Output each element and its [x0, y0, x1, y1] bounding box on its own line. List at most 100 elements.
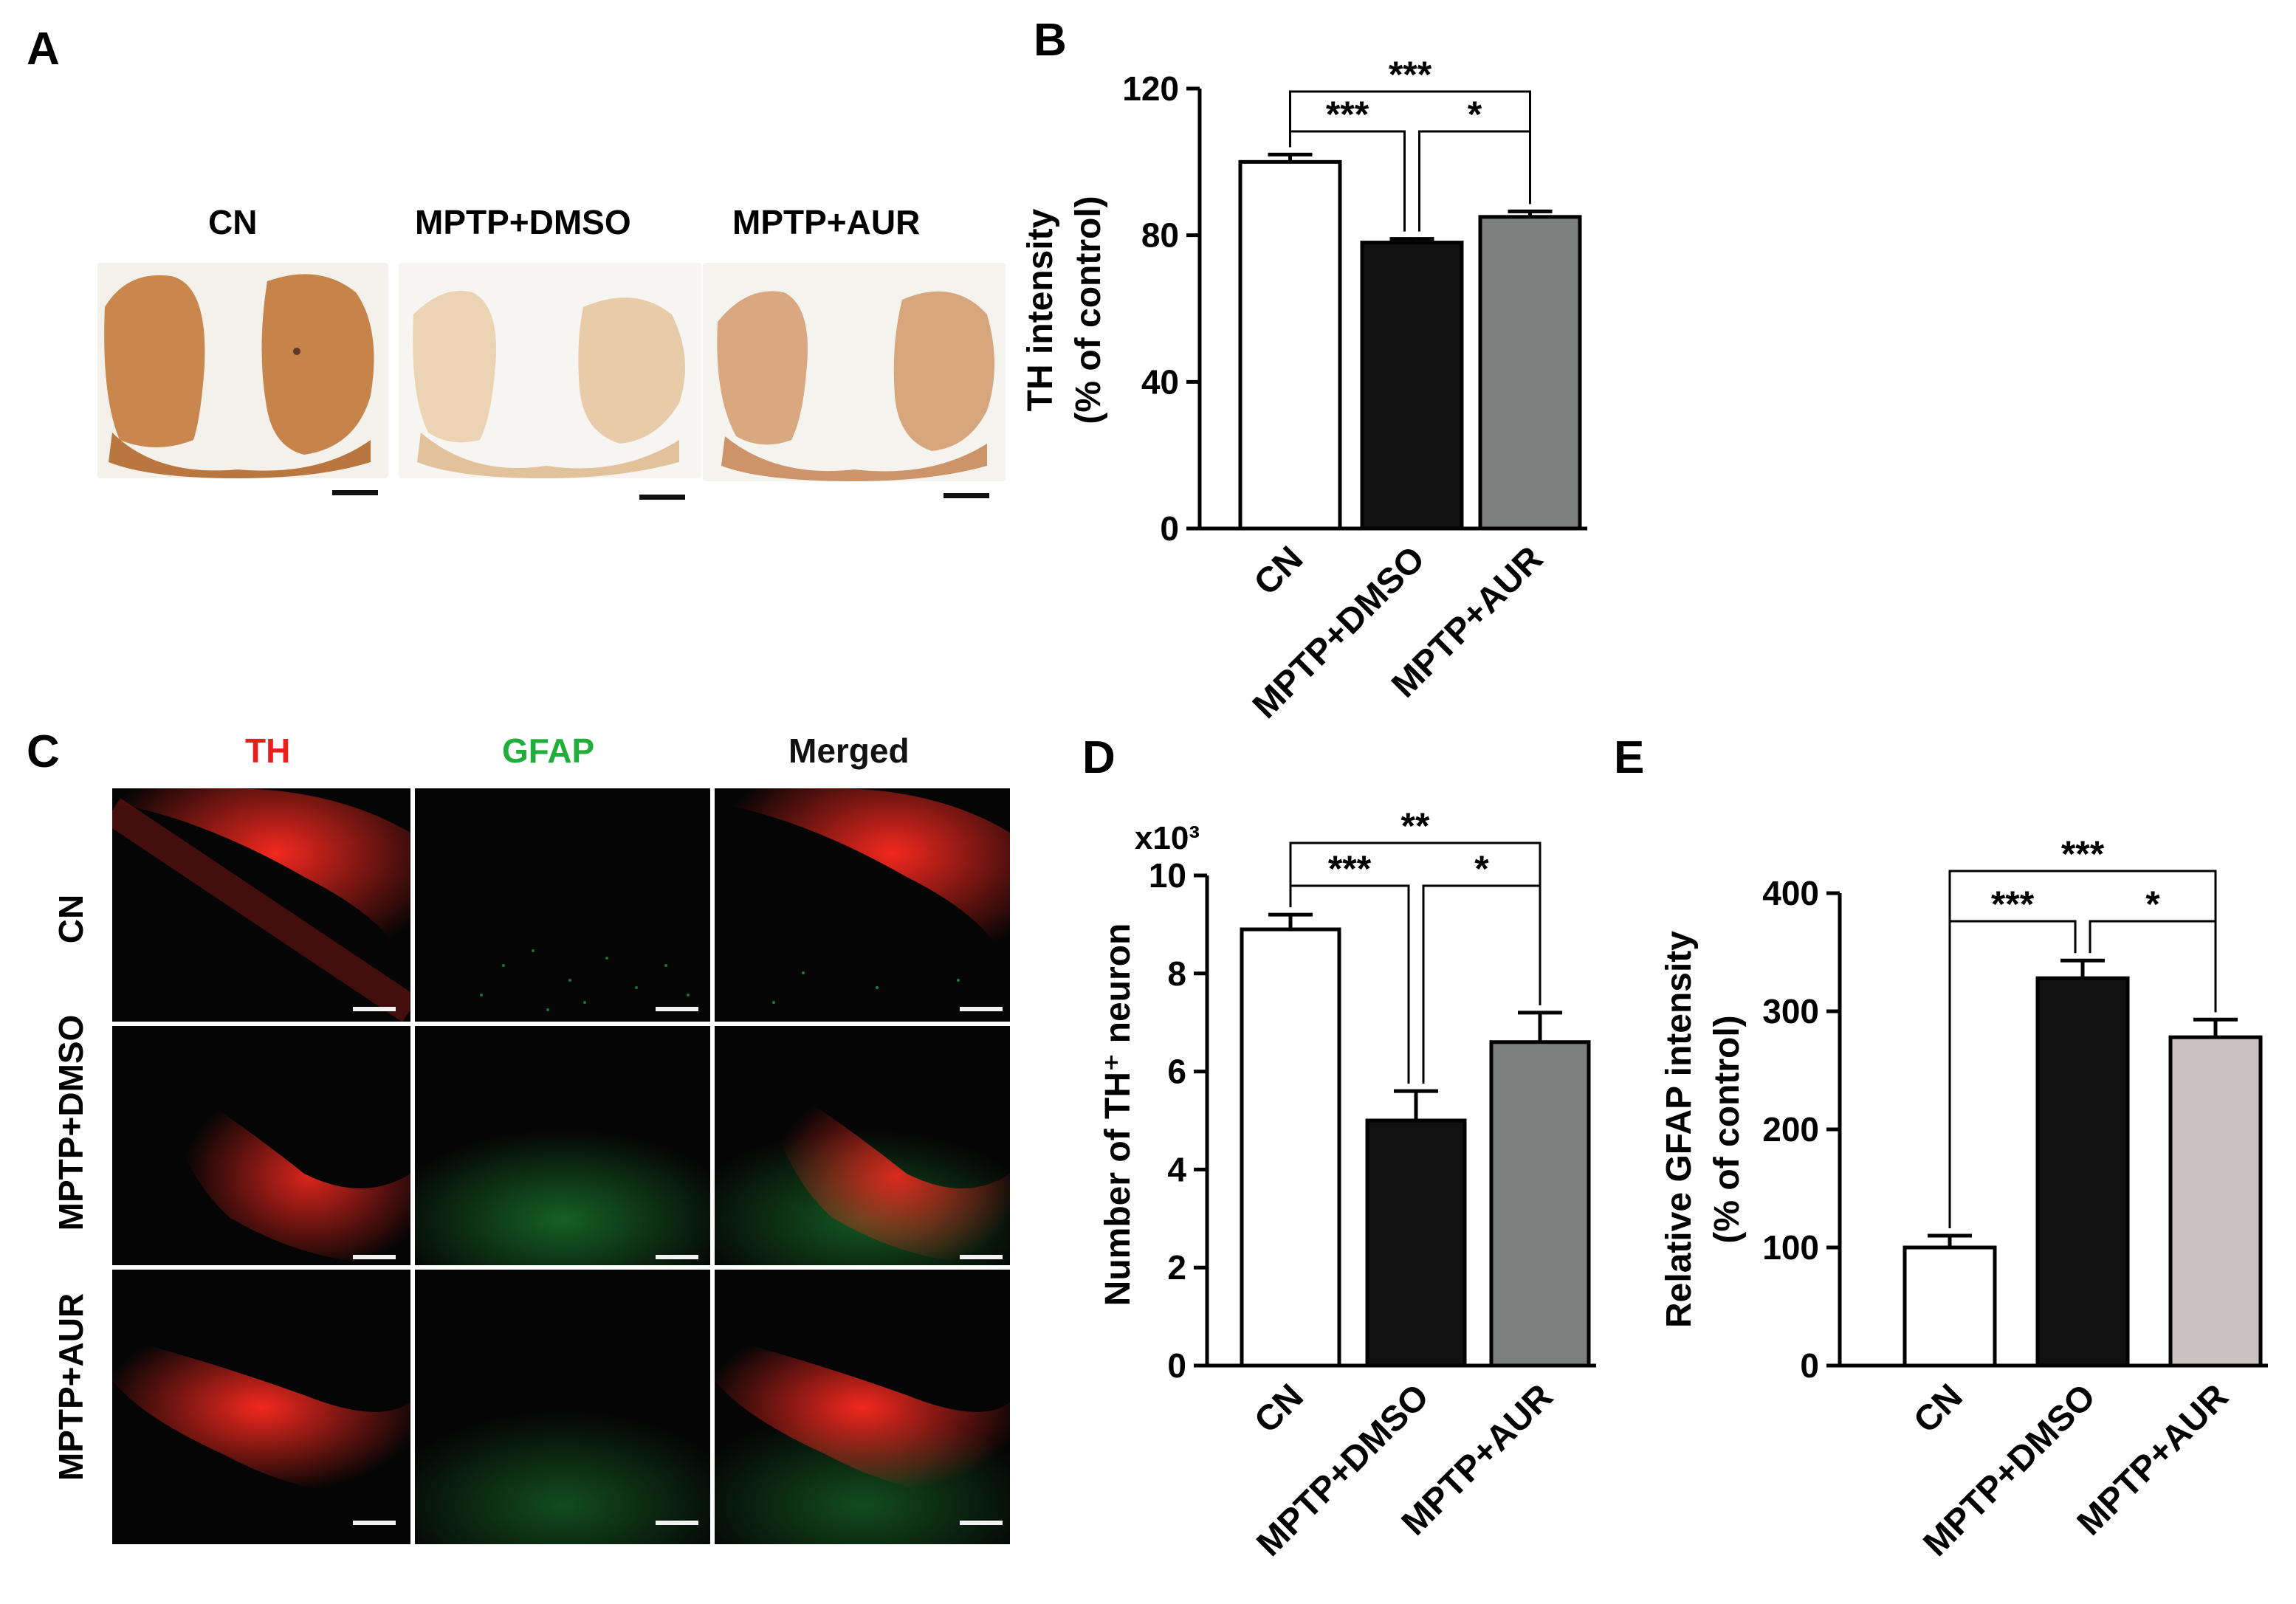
panel-a-label-mptp-dmso: MPTP+DMSO	[415, 203, 631, 241]
chart-d-category-label-0: CN	[1247, 1377, 1310, 1440]
chart-e: 0 100 200 300 400 Relative GFAP intensity (% o…	[1602, 738, 2268, 1604]
chart-b-sig-label-2: ***	[1389, 54, 1432, 95]
chart-e-sig-bracket-2	[1948, 870, 2217, 1228]
chart-e-bar-1	[2035, 976, 2130, 1368]
scale-bar-c3	[960, 1007, 1003, 1011]
chart-e-svg: 0 100 200 300 400 Relative GFAP intensity (% o…	[1660, 833, 2268, 1564]
chart-d-sig-label-0: ***	[1328, 848, 1372, 889]
chart-d: 0 2 4 6 8 10 x10³ Number of TH⁺ neuron CN MPTP+DM…	[1041, 738, 1602, 1604]
fluor-gfap-mptp-aur-drawing	[415, 1388, 710, 1544]
brain-section-mptp-aur-drawing	[717, 291, 994, 481]
scale-bar-c5	[656, 1255, 698, 1259]
panel-letter-c: C	[27, 726, 60, 777]
chart-e-ytick-label-1: 100	[1762, 1228, 1819, 1267]
chart-d-sig-bracket-2	[1289, 841, 1541, 1005]
panel-a-label-mptp-aur: MPTP+AUR	[732, 203, 921, 241]
panel-c-col-gfap: GFAP	[502, 732, 595, 770]
scale-bar-a2	[639, 495, 685, 500]
fluor-merged-cn	[715, 788, 1010, 1022]
fluor-gfap-cn-drawing	[480, 949, 690, 1011]
chart-e-sig-label-0: ***	[1991, 884, 2035, 925]
chart-e-ytick-label-2: 200	[1762, 1110, 1819, 1149]
fluor-th-mptp-dmso	[112, 1026, 410, 1265]
chart-e-ytick-label-0: 0	[1800, 1346, 1819, 1385]
chart-d-ytick-label-5: 10	[1149, 856, 1186, 895]
fluor-th-cn-drawing	[112, 788, 410, 1022]
chart-e-ytick-label-4: 400	[1762, 874, 1819, 912]
panel-c-col-th: TH	[245, 732, 291, 770]
scale-bar-c9	[960, 1521, 1003, 1525]
brain-section-cn-drawing	[97, 267, 388, 478]
chart-b: 0 40 80 120 TH intensity (% of control) CN MPTP…	[997, 0, 1661, 738]
chart-d-sig-label-1: *	[1474, 848, 1489, 889]
fluor-gfap-mptp-aur	[415, 1270, 710, 1544]
chart-b-bar-1	[1360, 241, 1464, 531]
chart-e-ytick-label-3: 300	[1762, 992, 1819, 1030]
fluor-th-mptp-dmso-drawing	[157, 1070, 410, 1264]
chart-b-ylabel-line-0: TH intensity	[1021, 208, 1060, 411]
chart-b-ytick-label-2: 80	[1141, 216, 1179, 255]
brain-section-mptp-aur	[703, 263, 1006, 481]
scale-bar-a1	[332, 490, 378, 495]
chart-e-sig-label-2: ***	[2061, 833, 2105, 875]
chart-d-ytick-label-3: 6	[1167, 1053, 1186, 1091]
chart-b-bar-2	[1478, 215, 1582, 531]
chart-d-ylabel-line-0: Number of TH⁺ neuron	[1099, 923, 1138, 1307]
chart-b-sig-label-0: ***	[1326, 94, 1369, 135]
scale-bar-c8	[656, 1521, 698, 1525]
chart-d-ytick-label-4: 8	[1167, 954, 1186, 993]
brain-section-mptp-dmso	[399, 263, 701, 478]
fluor-merged-mptp-aur	[715, 1270, 1010, 1544]
chart-b-ytick-label-3: 120	[1122, 69, 1179, 108]
scale-bar-c4	[353, 1255, 396, 1259]
brain-section-cn	[97, 263, 388, 478]
chart-b-bar-0	[1238, 159, 1342, 531]
chart-d-ytick-label-1: 2	[1167, 1248, 1186, 1287]
fluor-th-mptp-aur	[112, 1270, 410, 1544]
chart-e-ylabel-line-1: (% of control)	[1708, 1015, 1747, 1243]
panel-c-col-merged: Merged	[788, 732, 910, 770]
scale-bar-c1	[353, 1007, 396, 1011]
chart-b-category-label-0: CN	[1247, 539, 1310, 602]
panel-letter-e: E	[1614, 732, 1645, 783]
panel-a-label-cn: CN	[208, 203, 258, 241]
chart-b-ytick-label-0: 0	[1160, 509, 1179, 548]
chart-b-ylabel-line-1: (% of control)	[1069, 196, 1108, 424]
chart-e-ylabel-line-0: Relative GFAP intensity	[1660, 931, 1699, 1328]
brain-section-mptp-dmso-drawing	[413, 291, 685, 478]
panel-letter-d: D	[1082, 732, 1116, 783]
chart-b-sig-bracket-2	[1289, 90, 1531, 204]
panel-c-row-cn: CN	[52, 894, 90, 944]
fluor-gfap-cn	[415, 788, 710, 1022]
chart-d-ytick-label-0: 0	[1167, 1346, 1186, 1385]
scale-bar-c2	[656, 1007, 698, 1011]
panel-letter-a: A	[27, 24, 60, 75]
chart-d-ytick-label-2: 4	[1167, 1150, 1186, 1188]
panel-letter-b: B	[1034, 15, 1067, 66]
chart-b-ytick-label-1: 40	[1141, 362, 1179, 401]
chart-e-sig-label-1: *	[2145, 884, 2160, 925]
chart-b-sig-label-1: *	[1468, 94, 1482, 135]
fluor-gfap-mptp-dmso-drawing	[415, 1115, 710, 1265]
panel-c-row-mptp-dmso: MPTP+DMSO	[52, 1014, 90, 1231]
chart-d-bar-0	[1240, 927, 1341, 1368]
fluor-merged-mptp-dmso	[715, 1026, 1010, 1265]
fluor-th-cn	[112, 788, 410, 1022]
chart-d-bar-1	[1365, 1118, 1467, 1368]
scale-bar-c7	[353, 1521, 396, 1525]
scale-bar-a3	[944, 493, 989, 498]
fluor-merged-mptp-dmso-drawing	[715, 1070, 1010, 1265]
fluor-merged-mptp-aur-drawing	[715, 1336, 1010, 1544]
panel-c-row-mptp-aur: MPTP+AUR	[52, 1293, 90, 1481]
chart-e-category-label-0: CN	[1906, 1377, 1970, 1440]
fluor-th-mptp-aur-drawing	[112, 1336, 410, 1495]
fluor-gfap-mptp-dmso	[415, 1026, 710, 1265]
scale-bar-c6	[960, 1255, 1003, 1259]
chart-d-bar-2	[1489, 1040, 1591, 1368]
chart-d-multiplier: x10³	[1135, 820, 1200, 856]
chart-e-bar-2	[2168, 1035, 2263, 1368]
chart-e-bar-0	[1903, 1245, 1997, 1368]
fluor-merged-cn-drawing	[715, 788, 1010, 1004]
